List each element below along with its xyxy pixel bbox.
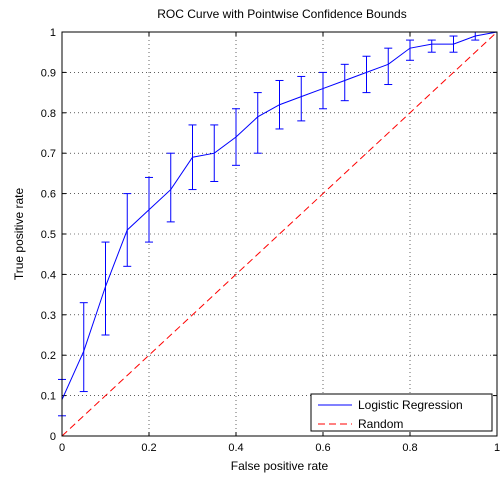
legend-label-random: Random [358, 417, 403, 431]
error-bar [210, 124, 219, 182]
y-tick-label: 0.8 [41, 108, 56, 120]
error-bar [362, 55, 371, 94]
error-bar [449, 35, 458, 53]
y-tick-label: 1 [50, 27, 56, 39]
axis-ticks: 0 0.2 0.4 0.6 0.8 1 0 0.1 0.2 0.3 0.4 0.5 0.6 0.7 0.8 0… [41, 27, 500, 454]
y-tick-label: 0.5 [41, 229, 56, 241]
error-bar [340, 63, 349, 102]
plot-border [61, 31, 498, 437]
error-bar [101, 241, 110, 336]
legend: Logistic Regression Random [310, 393, 493, 432]
x-tick-label: 0.4 [228, 442, 243, 454]
y-tick-label: 0.4 [41, 269, 56, 281]
x-tick-label: 0.8 [402, 442, 417, 454]
y-tick-label: 0.2 [41, 350, 56, 362]
x-tick-label: 0 [59, 442, 65, 454]
error-bar [145, 176, 153, 243]
error-bar [297, 75, 306, 122]
error-bar [253, 92, 262, 154]
y-tick-label: 0.1 [41, 391, 56, 403]
y-axis-label: True positive rate [12, 188, 26, 281]
y-tick-label: 0.6 [41, 189, 56, 201]
grid-lines [62, 32, 497, 436]
error-bar [275, 79, 284, 130]
y-tick-label: 0 [50, 431, 56, 443]
x-tick-label: 0.6 [315, 442, 330, 454]
x-tick-label: 0.2 [141, 442, 156, 454]
chart-title: ROC Curve with Pointwise Confidence Boun… [157, 7, 406, 21]
error-bar [123, 193, 132, 267]
error-bar [188, 124, 197, 191]
error-bar [79, 302, 88, 393]
x-tick-label: 1 [494, 442, 500, 454]
x-axis-label: False positive rate [231, 459, 329, 473]
y-tick-label: 0.7 [41, 148, 56, 160]
error-bar [319, 71, 327, 110]
error-bar [166, 152, 175, 223]
error-bar [232, 108, 240, 166]
series-logistic-regression [58, 31, 498, 417]
legend-label-logistic-regression: Logistic Regression [358, 398, 463, 412]
error-bar [406, 39, 414, 61]
error-bar [384, 47, 393, 86]
error-bar [427, 39, 436, 53]
legend-box [310, 393, 493, 432]
y-tick-label: 0.9 [41, 67, 56, 79]
y-tick-label: 0.3 [41, 310, 56, 322]
